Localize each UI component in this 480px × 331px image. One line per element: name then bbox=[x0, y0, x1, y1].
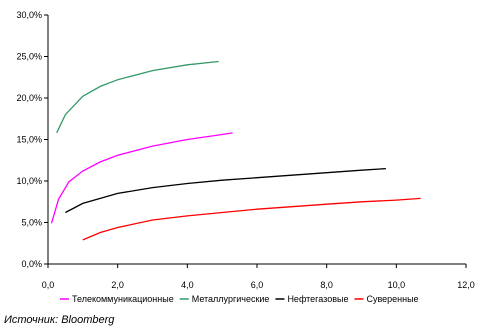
y-tick-label: 15,0% bbox=[16, 135, 42, 145]
legend-label: Нефтегазовые bbox=[287, 294, 348, 304]
x-tick-label: 0,0 bbox=[42, 280, 55, 290]
legend-label: Телекоммуникационные bbox=[72, 294, 174, 304]
x-tick-label: 12,0 bbox=[457, 280, 475, 290]
y-tick-label: 0,0% bbox=[21, 259, 42, 269]
y-tick-label: 25,0% bbox=[16, 52, 42, 62]
source-note: Источник: Bloomberg bbox=[4, 314, 115, 326]
x-tick-label: 10,0 bbox=[388, 280, 406, 290]
y-tick-label: 5,0% bbox=[21, 218, 42, 228]
series-line bbox=[82, 197, 421, 241]
x-tick-label: 4,0 bbox=[181, 280, 194, 290]
legend-label: Металлургические bbox=[192, 294, 270, 304]
series-line bbox=[50, 132, 233, 224]
legend-label: Суверенные bbox=[366, 294, 418, 304]
series-line bbox=[65, 167, 386, 214]
x-tick-label: 8,0 bbox=[320, 280, 333, 290]
series-line bbox=[56, 60, 219, 134]
x-tick-label: 6,0 bbox=[251, 280, 264, 290]
axes bbox=[47, 15, 466, 265]
y-tick-label: 10,0% bbox=[16, 176, 42, 186]
ticks: 0,0% 5,0% 10,0% 15,0% 20,0% 25,0% 30,0% 0,0 2,0 4… bbox=[16, 10, 474, 290]
legend: Телекоммуникационные Металлургические Нефт… bbox=[60, 294, 419, 304]
y-tick-label: 20,0% bbox=[16, 93, 42, 103]
x-tick-label: 2,0 bbox=[111, 280, 124, 290]
series bbox=[50, 60, 421, 241]
y-tick-label: 30,0% bbox=[16, 10, 42, 20]
